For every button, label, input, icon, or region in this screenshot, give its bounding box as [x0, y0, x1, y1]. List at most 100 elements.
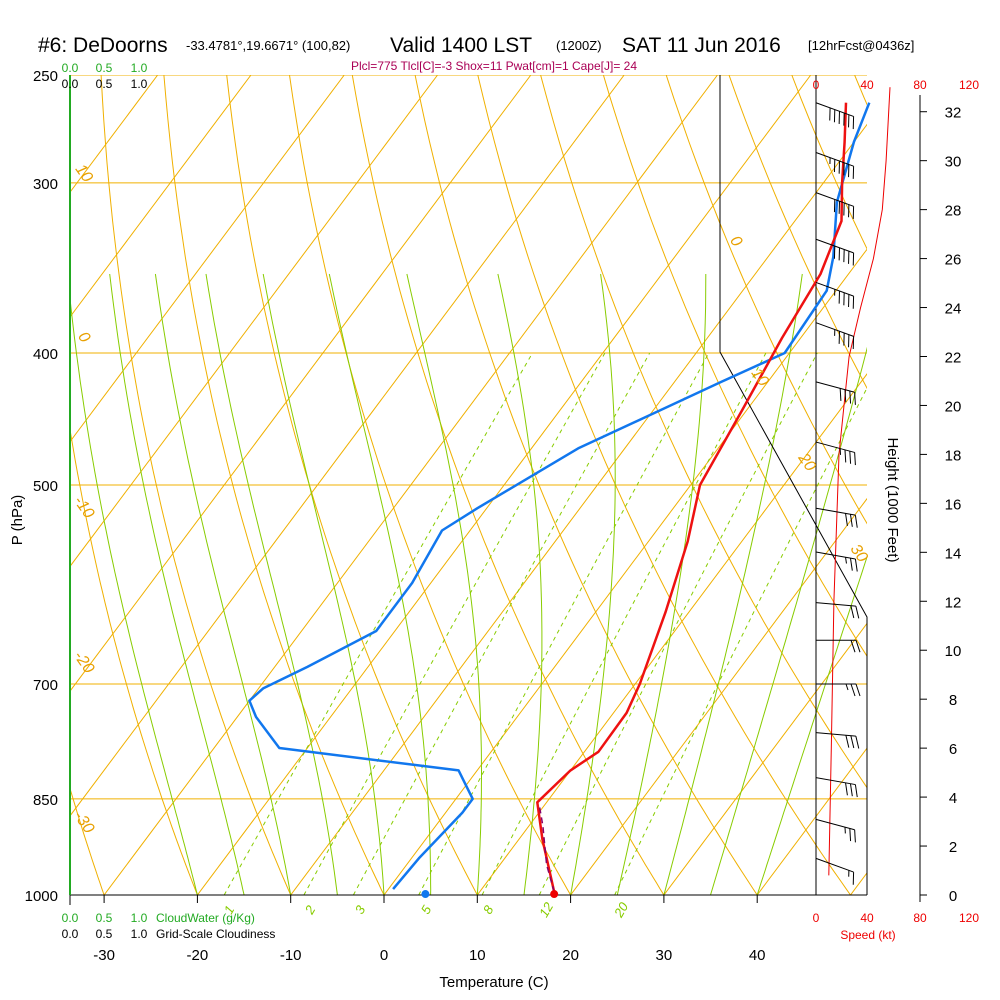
- dry-adiabat-line: [414, 75, 758, 895]
- height-axis-label: Height (1000 Feet): [884, 437, 901, 562]
- wind-barb: [815, 602, 860, 619]
- mixing-ratio-line: [538, 352, 818, 895]
- height-tick-label: 2: [949, 839, 957, 856]
- moist-adiabat-line: [663, 273, 803, 895]
- dry-adiabat-line: [70, 426, 198, 895]
- wind-barb: [815, 322, 855, 350]
- height-tick-label: 26: [945, 252, 962, 269]
- cloudiness-tick-bottom: 0.0: [62, 927, 79, 941]
- speed-tick-label-bottom: 0: [813, 911, 820, 925]
- cloud-water-label: CloudWater (g/Kg): [156, 911, 255, 925]
- station-name: #6: DeDoorns: [38, 34, 168, 57]
- moist-adiabat-line: [406, 273, 482, 895]
- station-coords: -33.4781°,19.6671° (100,82): [186, 38, 350, 53]
- mixing-ratio-label: 5: [418, 902, 435, 916]
- wind-barb: [815, 281, 855, 309]
- moist-adiabat-line: [616, 273, 707, 895]
- temperature-tick-label: -10: [280, 947, 302, 964]
- dry-adiabat-line: [602, 75, 867, 658]
- valid-time: Valid 1400 LST: [390, 34, 532, 57]
- temperature-tick-label: -20: [187, 947, 209, 964]
- wind-barb: [816, 683, 861, 697]
- isotherm-line: [70, 75, 532, 692]
- wind-barb: [815, 381, 856, 405]
- speed-tick-label-bottom: 80: [913, 911, 927, 925]
- dry-adiabat-line: [289, 75, 572, 895]
- temperature-axis-label: Temperature (C): [439, 974, 548, 991]
- moist-adiabat-line: [710, 346, 867, 895]
- isotherm-line: [476, 373, 867, 895]
- height-tick-label: 10: [945, 643, 962, 660]
- stability-indices: Plcl=775 Tlcl[C]=-3 Shox=11 Pwat[cm]=1 C…: [351, 59, 637, 73]
- isotherm-line: [383, 248, 867, 895]
- cloudiness-tick-top: 0.0: [62, 77, 79, 91]
- mixing-ratio-line: [418, 352, 710, 895]
- mixing-ratio-line: [481, 352, 767, 895]
- cloud-water-tick-bottom: 1.0: [131, 911, 148, 925]
- isotherm-label: 0: [74, 329, 93, 346]
- dry-adiabat-line: [665, 75, 867, 525]
- temperature-tick-label: 30: [656, 947, 673, 964]
- dry-adiabat-line: [477, 75, 851, 895]
- dry-adiabat-line: [226, 75, 478, 895]
- temperature-tick-label: 20: [562, 947, 579, 964]
- wind-barb: [815, 732, 860, 749]
- pressure-tick-label: 400: [33, 346, 58, 363]
- height-tick-label: 30: [945, 154, 962, 171]
- dry-adiabat-line: [70, 786, 105, 895]
- wind-barb: [815, 441, 856, 466]
- height-tick-label: 0: [949, 888, 957, 905]
- speed-tick-label-top: 40: [860, 78, 874, 92]
- cloud-water-tick-top: 0.5: [96, 61, 113, 75]
- speed-axis-label: Speed (kt): [840, 928, 895, 942]
- plot-frame: [69, 75, 927, 905]
- wind-barb: [815, 192, 855, 219]
- mixing-ratio-label: 8: [480, 902, 497, 916]
- isotherm-line: [70, 75, 438, 568]
- wind-barb: [816, 639, 861, 653]
- pressure-tick-label: 1000: [25, 888, 58, 905]
- wind-barb: [815, 507, 858, 528]
- moist-adiabat-line: [205, 273, 338, 895]
- speed-tick-label-top: 0: [813, 78, 820, 92]
- moist-adiabat-line: [70, 293, 198, 895]
- moist-adiabat-line: [262, 273, 385, 895]
- moist-adiabat-line: [570, 273, 616, 895]
- pressure-tick-label: 250: [33, 68, 58, 85]
- pressure-tick-label: 300: [33, 176, 58, 193]
- pressure-tick-label: 850: [33, 792, 58, 809]
- mixing-ratio-label: 12: [536, 899, 557, 920]
- height-tick-label: 22: [945, 349, 962, 366]
- temperature-tick-label: 10: [469, 947, 486, 964]
- temperature-tick-label: 0: [380, 947, 388, 964]
- mixing-ratio-line: [223, 352, 533, 895]
- dry-adiabat-line: [728, 75, 867, 390]
- cloud-water-tick-top: 0.0: [62, 61, 79, 75]
- cloud-water-tick-bottom: 0.0: [62, 911, 79, 925]
- background-lines: [70, 75, 867, 895]
- mixing-ratio-label: 20: [610, 899, 631, 921]
- wind-speed-line: [828, 87, 891, 876]
- wind-barb: [815, 777, 858, 798]
- isotherm-label: -10: [70, 493, 97, 522]
- isotherm-line: [70, 75, 625, 817]
- isotherm-line: [663, 622, 867, 895]
- cloud-water-tick-top: 1.0: [131, 61, 148, 75]
- height-tick-label: 32: [945, 105, 962, 122]
- wind-barb: [815, 152, 855, 179]
- isotherm-line: [70, 75, 345, 443]
- wind-barb: [815, 102, 855, 130]
- dry-adiabat-line: [100, 75, 292, 895]
- mixing-ratio-label: 3: [352, 902, 369, 916]
- speed-tick-label-bottom: 40: [860, 911, 874, 925]
- height-tick-label: 16: [945, 496, 962, 513]
- isotherm-line: [196, 75, 812, 895]
- mixing-ratio-label: 2: [301, 902, 318, 917]
- height-tick-label: 8: [949, 692, 957, 709]
- isotherm-line: [103, 75, 718, 895]
- wind-barb: [815, 238, 855, 266]
- cloudiness-tick-top: 0.5: [96, 77, 113, 91]
- mixing-ratio-line: [303, 352, 606, 895]
- moist-adiabat-line: [497, 273, 543, 895]
